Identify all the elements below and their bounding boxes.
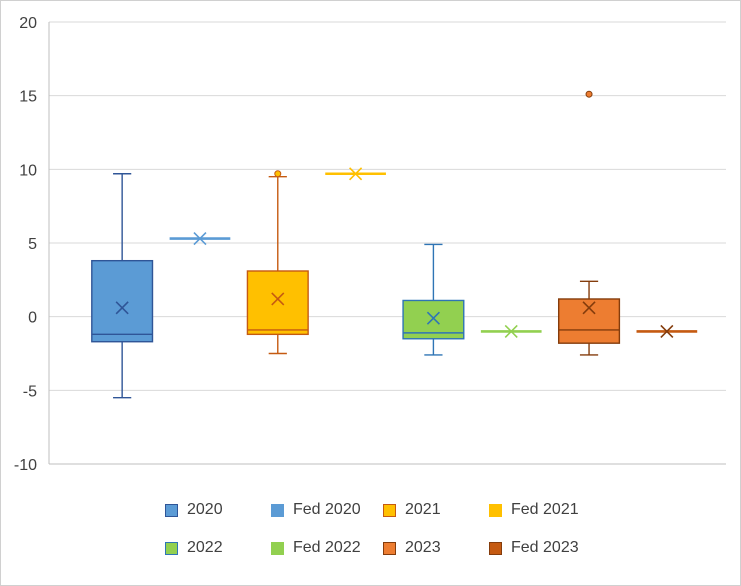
gridlines <box>48 21 726 465</box>
plot-area <box>91 90 698 399</box>
mean-marker <box>582 301 596 315</box>
series-2023 <box>557 90 621 356</box>
series-2021 <box>246 170 309 355</box>
mean-marker <box>426 311 440 325</box>
legend-swatch <box>271 503 284 517</box>
legend-swatch <box>489 503 502 517</box>
mean-marker <box>193 232 207 246</box>
box <box>246 270 309 336</box>
y-tick-label: -5 <box>23 383 37 400</box>
legend-item-2021: 2021 <box>383 499 441 521</box>
outlier-point <box>585 90 593 98</box>
box <box>557 298 621 344</box>
mean-marker <box>504 324 518 338</box>
legend-label: 2021 <box>405 501 441 518</box>
y-tick-label: -10 <box>14 457 37 474</box>
y-tick-label: 0 <box>28 310 37 327</box>
mean-marker <box>115 301 129 315</box>
legend-swatch <box>271 541 284 555</box>
legend-swatch <box>165 503 178 517</box>
y-tick-label: 5 <box>28 236 37 253</box>
legend-swatch <box>383 541 396 555</box>
y-axis-tick-labels: 20 15 10 5 0 -5 -10 <box>14 15 37 474</box>
legend-item-2022: 2022 <box>165 537 223 559</box>
series-fed-2023 <box>636 324 698 338</box>
legend-label: Fed 2020 <box>293 501 361 518</box>
legend-label: 2022 <box>187 539 223 556</box>
y-tick-label: 10 <box>19 162 37 179</box>
legend-item-fed-2023: Fed 2023 <box>489 537 579 559</box>
series-fed-2021 <box>325 167 386 181</box>
series-2022 <box>402 243 465 356</box>
y-tick-label: 20 <box>19 15 37 32</box>
y-tick-label: 15 <box>19 89 37 106</box>
legend-item-fed-2022: Fed 2022 <box>271 537 361 559</box>
mean-marker <box>660 324 674 338</box>
legend-label: 2020 <box>187 501 223 518</box>
outlier-point <box>274 170 282 178</box>
legend-swatch <box>383 503 396 517</box>
series-fed-2022 <box>480 324 542 338</box>
legend-swatch <box>489 541 502 555</box>
series-fed-2020 <box>169 232 231 246</box>
legend-label: Fed 2022 <box>293 539 361 556</box>
box <box>91 259 154 343</box>
legend-swatch <box>165 541 178 555</box>
legend-item-fed-2020: Fed 2020 <box>271 499 361 521</box>
legend-item-fed-2021: Fed 2021 <box>489 499 579 521</box>
mean-marker <box>349 167 363 181</box>
legend-label: Fed 2021 <box>511 501 579 518</box>
legend-label: 2023 <box>405 539 441 556</box>
series-2020 <box>91 173 154 399</box>
legend-item-2020: 2020 <box>165 499 223 521</box>
legend-item-2023: 2023 <box>383 537 441 559</box>
mean-marker <box>271 292 285 306</box>
legend-label: Fed 2023 <box>511 539 579 556</box>
